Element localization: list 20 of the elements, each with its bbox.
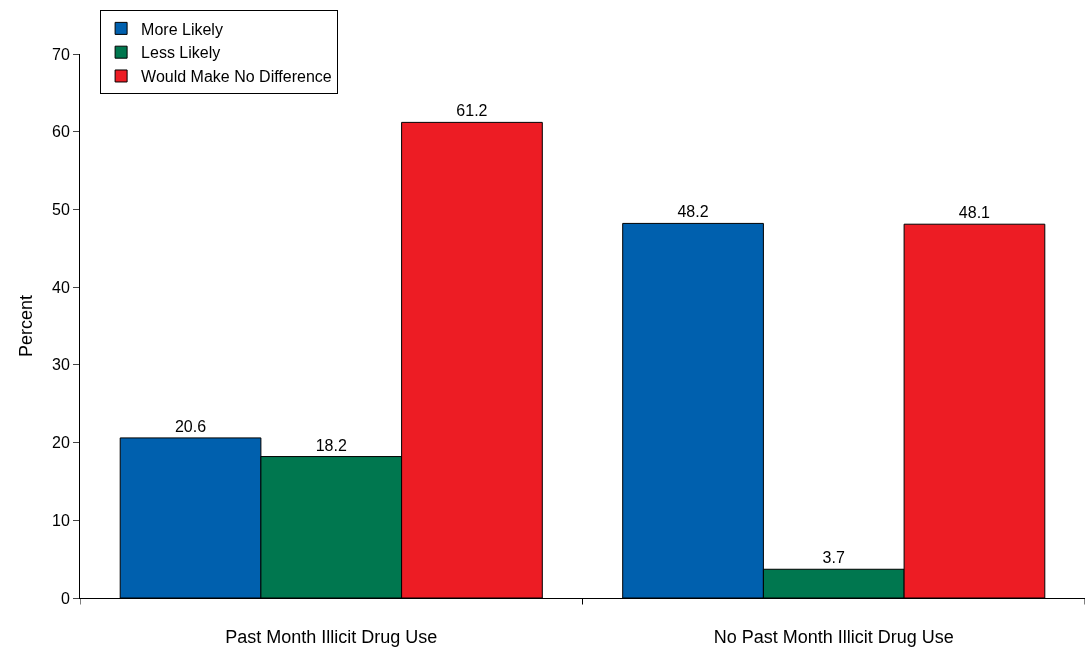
legend-label: More Likely [141, 20, 223, 38]
data-label: 61.2 [456, 102, 488, 120]
data-label: 48.1 [958, 204, 991, 222]
data-label: 18.2 [315, 436, 347, 454]
y-tick-label: 0 [60, 589, 70, 607]
y-tick-label: 70 [52, 45, 70, 63]
data-label: 3.7 [822, 549, 845, 567]
data-label: 48.2 [677, 203, 709, 221]
legend-label: Would Make No Difference [141, 68, 332, 86]
y-tick-label: 50 [52, 201, 70, 219]
y-tick-label: 10 [52, 511, 70, 529]
y-tick-label: 30 [52, 356, 70, 374]
y-axis-title: Percent [16, 294, 37, 358]
x-tick-label: Past Month Illicit Drug Use [225, 626, 438, 647]
data-label: 20.6 [174, 417, 207, 435]
x-tick-label: No Past Month Illicit Drug Use [713, 626, 954, 647]
y-tick-label: 20 [52, 434, 70, 452]
y-tick-label: 60 [52, 123, 70, 141]
legend-label: Less Likely [141, 44, 221, 62]
y-tick-label: 40 [52, 278, 70, 296]
